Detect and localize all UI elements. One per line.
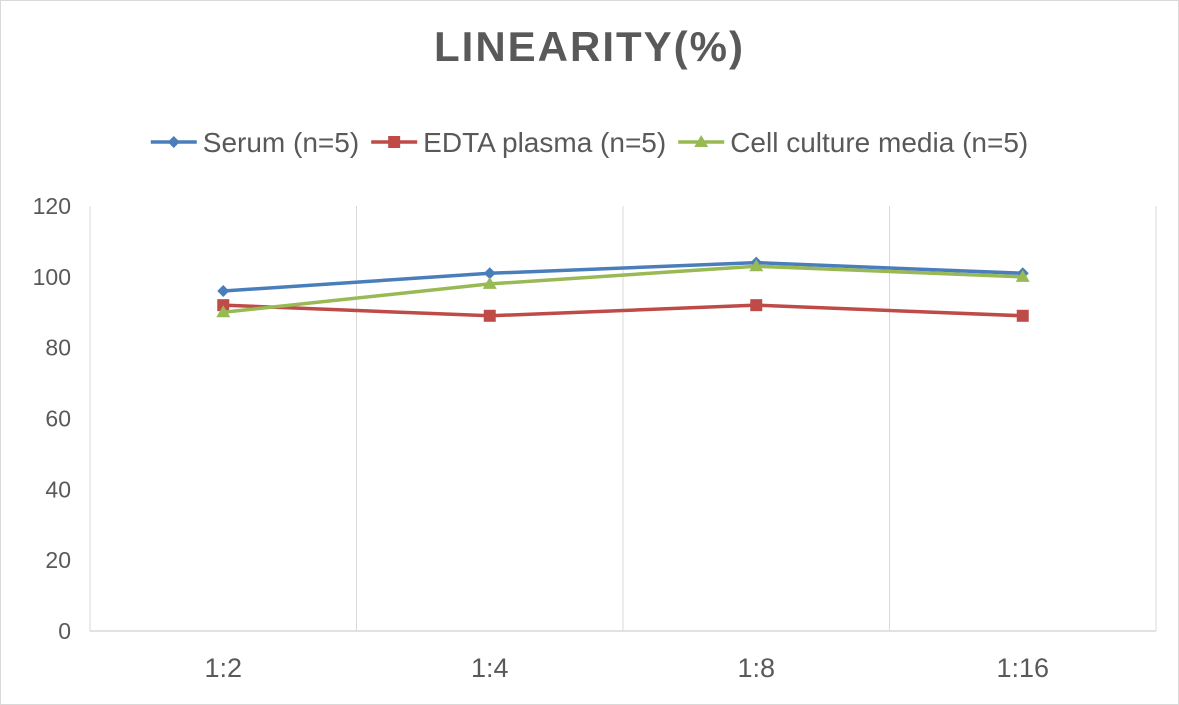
legend-label: Serum (n=5) [203, 127, 359, 158]
data-point-triangle [216, 305, 231, 318]
x-tick-label: 1:16 [996, 653, 1049, 683]
data-point-triangle [1015, 269, 1030, 282]
y-tick-label: 120 [33, 193, 71, 219]
data-point-square [1016, 309, 1029, 322]
data-point-triangle [482, 276, 497, 289]
data-point-diamond [483, 267, 496, 280]
data-point-triangle [694, 135, 709, 147]
y-tick-label: 20 [45, 547, 71, 573]
data-point-square [483, 309, 496, 322]
legend-label: EDTA plasma (n=5) [423, 127, 666, 158]
legend-item: Cell culture media (n=5) [678, 127, 1028, 158]
legend-label: Cell culture media (n=5) [730, 127, 1028, 158]
series-line [223, 264, 1023, 314]
y-tick-label: 60 [45, 406, 71, 432]
series-line [223, 260, 1023, 293]
chart-title: LINEARITY(%) [434, 23, 745, 70]
data-point-square [750, 299, 763, 312]
data-point-triangle [749, 259, 764, 272]
y-tick-label: 0 [58, 618, 71, 644]
legend-item: Serum (n=5) [150, 127, 359, 158]
y-tick-label: 80 [45, 335, 71, 361]
legend: Serum (n=5) EDTA plasma (n=5) Cell culture… [150, 127, 1028, 158]
data-point-diamond [167, 136, 180, 148]
series-group [217, 299, 1029, 322]
series-line [223, 303, 1023, 318]
y-tick-label: 100 [33, 264, 71, 290]
y-tick-label: 40 [45, 476, 71, 502]
x-tick-label: 1:4 [471, 653, 509, 683]
series-group [216, 259, 1030, 318]
x-tick-label: 1:2 [204, 653, 242, 683]
legend-item: EDTA plasma (n=5) [371, 127, 666, 158]
x-tick-label: 1:8 [737, 653, 775, 683]
data-point-diamond [217, 285, 230, 297]
data-point-square [217, 299, 230, 312]
data-point-square [388, 136, 401, 148]
